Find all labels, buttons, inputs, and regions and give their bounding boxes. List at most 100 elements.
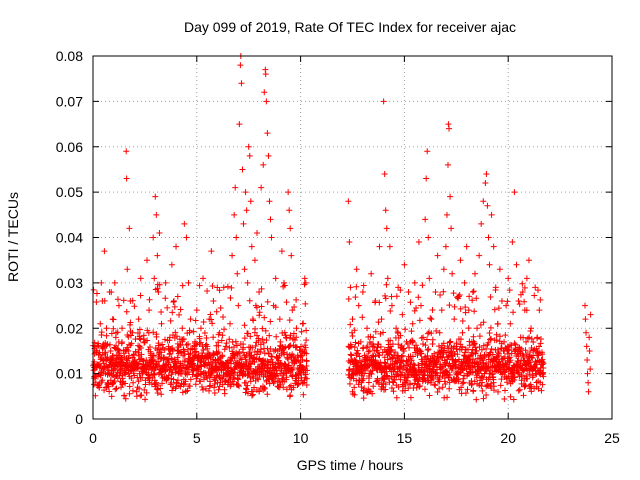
data-point	[106, 288, 113, 295]
data-point	[419, 282, 426, 289]
data-point	[214, 379, 221, 386]
data-point	[416, 383, 423, 390]
data-point	[485, 234, 492, 241]
data-point	[116, 352, 123, 359]
data-point	[224, 283, 231, 290]
data-point	[494, 320, 501, 327]
data-point	[408, 328, 415, 335]
data-point	[457, 336, 464, 343]
data-point	[470, 288, 477, 295]
data-point	[221, 378, 228, 385]
data-point	[524, 375, 531, 382]
data-point	[274, 347, 281, 354]
data-point	[182, 378, 189, 385]
data-point	[281, 329, 288, 336]
data-point	[473, 396, 480, 403]
data-point	[418, 335, 425, 342]
data-point	[130, 352, 137, 359]
data-point	[248, 392, 255, 399]
data-point	[228, 358, 235, 365]
data-point	[112, 386, 119, 393]
data-point	[150, 329, 157, 336]
data-point	[411, 279, 418, 286]
data-point	[370, 334, 377, 341]
data-point	[122, 395, 129, 402]
data-point	[377, 330, 384, 337]
axis-ticks	[92, 55, 613, 420]
data-point	[135, 316, 142, 323]
data-point	[404, 374, 411, 381]
data-point	[123, 175, 130, 182]
data-point	[266, 198, 273, 205]
data-point	[530, 347, 537, 354]
data-point	[393, 325, 400, 332]
data-point	[256, 388, 263, 395]
data-point	[380, 329, 387, 336]
data-point	[143, 389, 150, 396]
data-point	[114, 329, 121, 336]
x-axis-label: GPS time / hours	[297, 457, 404, 473]
data-point	[223, 340, 230, 347]
data-point	[367, 333, 374, 340]
data-point	[407, 299, 414, 306]
data-point	[270, 302, 277, 309]
data-point	[226, 344, 233, 351]
data-point	[353, 283, 360, 290]
data-point	[202, 385, 209, 392]
data-point	[252, 325, 259, 332]
data-point	[519, 288, 526, 295]
data-point	[361, 361, 368, 368]
data-point	[303, 327, 310, 334]
data-point	[445, 121, 452, 128]
data-point	[303, 337, 310, 344]
data-point	[374, 347, 381, 354]
data-point	[382, 386, 389, 393]
data-point	[383, 225, 390, 232]
data-point	[461, 349, 468, 356]
data-point	[289, 373, 296, 380]
data-point	[520, 392, 527, 399]
data-point	[197, 378, 204, 385]
data-point	[402, 362, 409, 369]
data-point	[286, 317, 293, 324]
data-point	[184, 387, 191, 394]
data-point	[191, 343, 198, 350]
data-point	[480, 374, 487, 381]
data-point	[135, 378, 142, 385]
data-point	[523, 338, 530, 345]
data-point	[365, 363, 372, 370]
data-point	[349, 329, 356, 336]
data-point	[393, 293, 400, 300]
data-point	[278, 248, 285, 255]
data-point	[116, 347, 123, 354]
data-point	[249, 344, 256, 351]
data-point	[352, 294, 359, 301]
data-point	[482, 180, 489, 187]
data-point	[382, 295, 389, 302]
data-point	[473, 374, 480, 381]
data-point	[505, 346, 512, 353]
data-point	[357, 338, 364, 345]
data-point	[351, 384, 358, 391]
data-point	[248, 243, 255, 250]
data-point	[399, 369, 406, 376]
data-point	[493, 337, 500, 344]
data-point	[360, 395, 367, 402]
data-point	[440, 288, 447, 295]
data-point	[515, 387, 522, 394]
data-point	[279, 376, 286, 383]
data-point	[153, 331, 160, 338]
data-point	[162, 295, 169, 302]
data-point	[262, 327, 269, 334]
data-point	[220, 284, 227, 291]
data-point	[183, 388, 190, 395]
data-point	[484, 381, 491, 388]
data-point	[511, 377, 518, 384]
data-point	[216, 329, 223, 336]
data-point	[127, 298, 134, 305]
x-tick-label: 0	[89, 430, 97, 446]
data-point	[241, 335, 248, 342]
data-point	[156, 346, 163, 353]
data-point	[302, 300, 309, 307]
data-point	[98, 329, 105, 336]
